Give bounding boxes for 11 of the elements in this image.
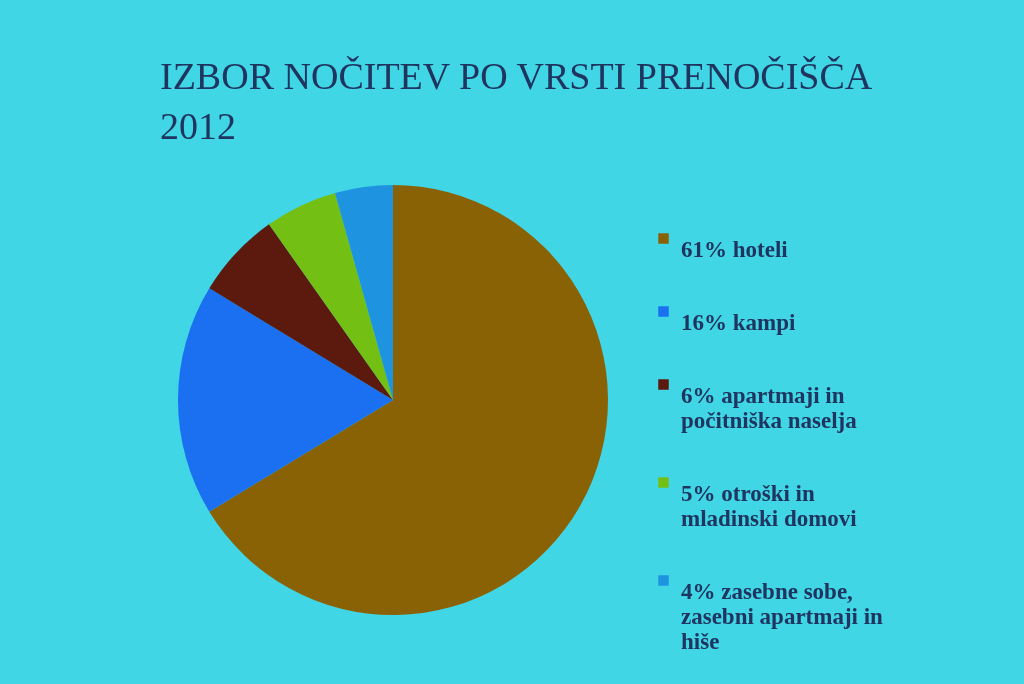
legend-label: 61% hoteli	[681, 236, 789, 262]
chart-title: IZBOR NOČITEV PO VRSTI PRENOČIŠČA 2012	[160, 55, 873, 147]
legend-label: 6% apartmaji in počitniška naselja	[681, 382, 858, 433]
legend-label: 4% zasebne sobe, zasebni apartmaji in hiše	[681, 578, 884, 654]
legend-label: 5% otroški in mladinski domovi	[681, 480, 858, 531]
pie-slice	[209, 224, 393, 400]
pie-slice	[269, 192, 393, 400]
pie-slice	[209, 185, 608, 615]
pie-slice	[178, 288, 393, 512]
legend-label: 16% kampi	[681, 309, 796, 335]
pie-slice	[334, 185, 393, 400]
